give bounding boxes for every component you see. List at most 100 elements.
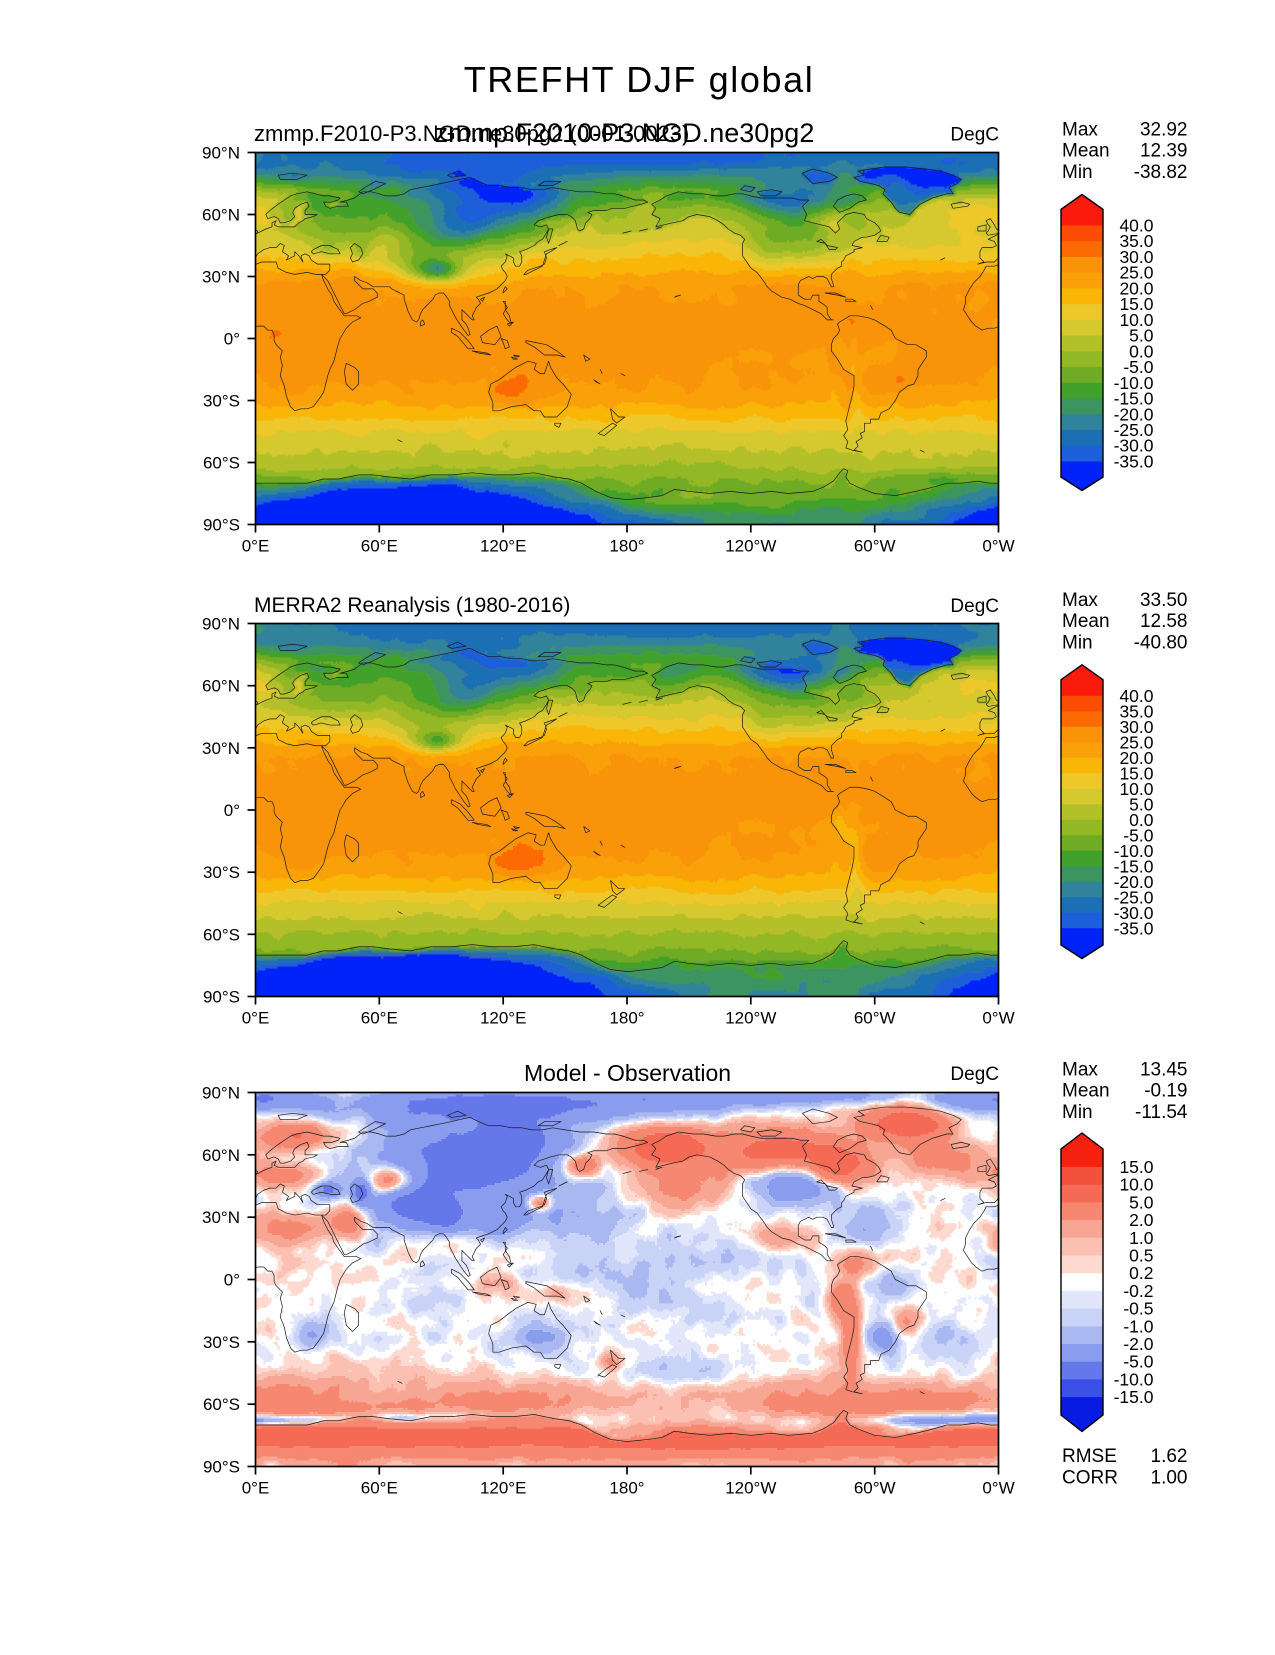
svg-text:10.0: 10.0 — [1119, 779, 1153, 799]
svg-text:0°W: 0°W — [982, 537, 1014, 556]
svg-text:90°N: 90°N — [202, 144, 240, 163]
svg-text:DegC: DegC — [950, 596, 999, 617]
svg-text:-0.19: -0.19 — [1144, 1081, 1187, 1102]
svg-text:180°: 180° — [609, 537, 644, 556]
svg-text:1.62: 1.62 — [1151, 1446, 1188, 1467]
svg-text:0°W: 0°W — [982, 1009, 1014, 1028]
svg-text:10.0: 10.0 — [1119, 1175, 1153, 1195]
svg-text:60°N: 60°N — [202, 1146, 240, 1165]
svg-text:-11.54: -11.54 — [1135, 1102, 1188, 1123]
svg-text:-2.0: -2.0 — [1123, 1334, 1153, 1354]
svg-text:Max: Max — [1062, 1059, 1098, 1080]
svg-text:40.0: 40.0 — [1119, 686, 1153, 706]
svg-text:RMSE: RMSE — [1062, 1446, 1117, 1467]
svg-text:60°W: 60°W — [854, 1009, 896, 1028]
svg-text:-30.0: -30.0 — [1114, 903, 1154, 923]
svg-text:-25.0: -25.0 — [1114, 420, 1154, 440]
svg-text:30°S: 30°S — [203, 1333, 240, 1352]
svg-text:-20.0: -20.0 — [1114, 872, 1154, 892]
svg-text:2.0: 2.0 — [1129, 1210, 1154, 1230]
svg-text:0°E: 0°E — [242, 1479, 270, 1498]
svg-text:0.0: 0.0 — [1129, 341, 1154, 361]
svg-text:30.0: 30.0 — [1119, 717, 1153, 737]
svg-text:-0.2: -0.2 — [1123, 1281, 1153, 1301]
svg-text:zmmp.F2010-P3.NGD.ne30pg2: zmmp.F2010-P3.NGD.ne30pg2 — [435, 118, 815, 148]
svg-text:20.0: 20.0 — [1119, 278, 1153, 298]
svg-text:120°E: 120°E — [480, 537, 527, 556]
svg-text:120°W: 120°W — [725, 537, 776, 556]
svg-text:-5.0: -5.0 — [1123, 357, 1153, 377]
svg-text:90°S: 90°S — [203, 516, 240, 535]
svg-text:90°S: 90°S — [203, 1458, 240, 1477]
svg-text:0.0: 0.0 — [1129, 810, 1154, 830]
svg-text:25.0: 25.0 — [1119, 263, 1153, 283]
svg-text:Mean: Mean — [1062, 141, 1110, 162]
svg-text:0°E: 0°E — [242, 537, 270, 556]
svg-text:180°: 180° — [609, 1479, 644, 1498]
svg-text:Max: Max — [1062, 590, 1098, 611]
svg-text:30°S: 30°S — [203, 392, 240, 411]
svg-text:Model - Observation: Model - Observation — [524, 1060, 731, 1086]
svg-text:20.0: 20.0 — [1119, 748, 1153, 768]
svg-text:DegC: DegC — [950, 1064, 999, 1085]
svg-text:30°N: 30°N — [202, 268, 240, 287]
svg-text:90°N: 90°N — [202, 1084, 240, 1103]
svg-text:120°E: 120°E — [480, 1479, 527, 1498]
svg-text:-1.0: -1.0 — [1123, 1316, 1153, 1336]
svg-text:-5.0: -5.0 — [1123, 1352, 1153, 1372]
svg-text:TREFHT DJF global: TREFHT DJF global — [464, 59, 815, 100]
svg-text:Min: Min — [1062, 162, 1093, 183]
svg-text:5.0: 5.0 — [1129, 1192, 1154, 1212]
svg-text:Mean: Mean — [1062, 611, 1110, 632]
svg-text:15.0: 15.0 — [1119, 294, 1153, 314]
svg-text:35.0: 35.0 — [1119, 701, 1153, 721]
svg-text:5.0: 5.0 — [1129, 326, 1154, 346]
svg-text:-10.0: -10.0 — [1114, 1369, 1154, 1389]
svg-text:10.0: 10.0 — [1119, 310, 1153, 330]
svg-text:60°N: 60°N — [202, 677, 240, 696]
svg-text:120°W: 120°W — [725, 1479, 776, 1498]
svg-text:DegC: DegC — [950, 125, 999, 146]
svg-text:60°E: 60°E — [361, 1009, 398, 1028]
svg-text:60°S: 60°S — [203, 454, 240, 473]
svg-text:90°S: 90°S — [203, 988, 240, 1007]
svg-text:1.0: 1.0 — [1129, 1228, 1154, 1248]
svg-text:35.0: 35.0 — [1119, 231, 1153, 251]
svg-text:Min: Min — [1062, 633, 1093, 654]
svg-text:60°W: 60°W — [854, 537, 896, 556]
svg-text:0.2: 0.2 — [1129, 1263, 1153, 1283]
svg-text:-35.0: -35.0 — [1114, 918, 1154, 938]
svg-text:40.0: 40.0 — [1119, 216, 1153, 236]
svg-text:30.0: 30.0 — [1119, 247, 1153, 267]
svg-text:0°: 0° — [224, 801, 240, 820]
svg-text:1.00: 1.00 — [1151, 1467, 1188, 1488]
svg-text:90°N: 90°N — [202, 615, 240, 634]
svg-text:60°S: 60°S — [203, 925, 240, 944]
svg-text:CORR: CORR — [1062, 1467, 1118, 1488]
svg-text:60°S: 60°S — [203, 1395, 240, 1414]
svg-text:5.0: 5.0 — [1129, 794, 1154, 814]
svg-text:120°E: 120°E — [480, 1009, 527, 1028]
svg-text:60°W: 60°W — [854, 1479, 896, 1498]
svg-text:0.5: 0.5 — [1129, 1246, 1153, 1266]
svg-text:30°N: 30°N — [202, 1208, 240, 1227]
svg-text:-38.82: -38.82 — [1134, 162, 1188, 183]
svg-text:60°N: 60°N — [202, 206, 240, 225]
svg-text:-35.0: -35.0 — [1114, 451, 1154, 471]
svg-text:13.45: 13.45 — [1140, 1059, 1188, 1080]
svg-text:60°E: 60°E — [361, 1479, 398, 1498]
svg-text:-15.0: -15.0 — [1114, 389, 1154, 409]
svg-text:15.0: 15.0 — [1119, 763, 1153, 783]
svg-text:30°N: 30°N — [202, 739, 240, 758]
svg-text:-25.0: -25.0 — [1114, 887, 1154, 907]
svg-text:0°: 0° — [224, 330, 240, 349]
svg-text:zmmp.F2010-P3.NGD.ne30pg2 (000: zmmp.F2010-P3.NGD.ne30pg2 (0001-0023) — [254, 121, 689, 146]
svg-text:-40.80: -40.80 — [1134, 633, 1188, 654]
svg-text:-30.0: -30.0 — [1114, 436, 1154, 456]
svg-text:-15.0: -15.0 — [1114, 1387, 1154, 1407]
svg-text:-15.0: -15.0 — [1114, 856, 1154, 876]
svg-text:MERRA2 Reanalysis (1980-2016): MERRA2 Reanalysis (1980-2016) — [254, 594, 570, 617]
svg-text:25.0: 25.0 — [1119, 732, 1153, 752]
svg-text:Mean: Mean — [1062, 1081, 1110, 1102]
svg-text:-10.0: -10.0 — [1114, 841, 1154, 861]
